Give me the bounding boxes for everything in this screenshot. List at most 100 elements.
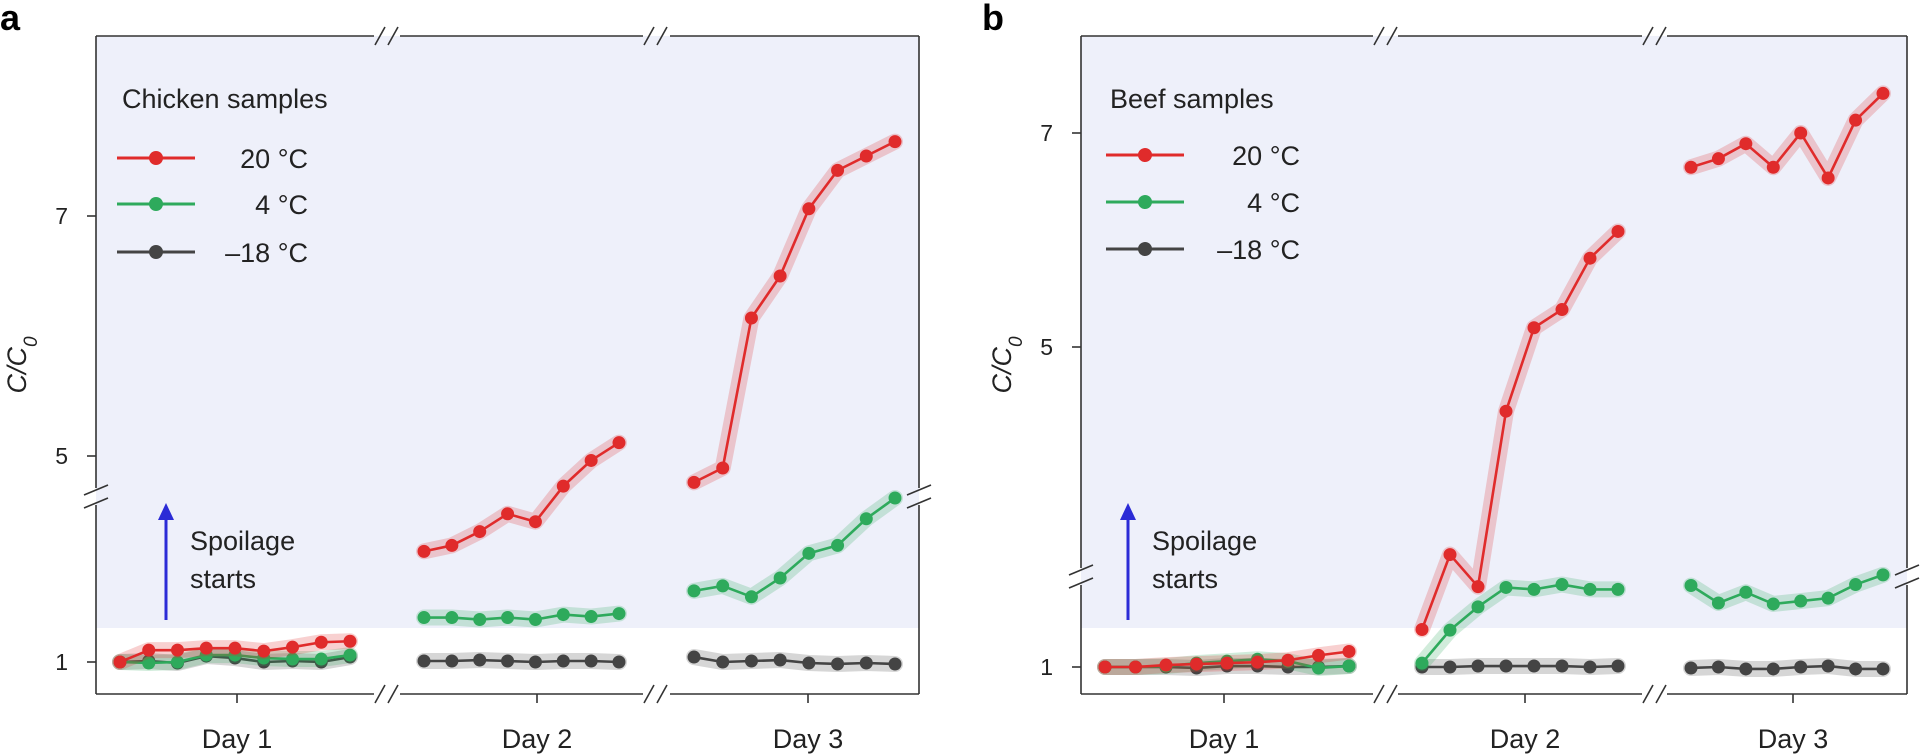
panel-b-legend-label-20c: 20 °C bbox=[1232, 141, 1300, 171]
panel-a-point-18C-day-2-2 bbox=[445, 654, 459, 668]
panel-a-point-20C-day-3-6 bbox=[831, 163, 845, 177]
panel-a-point-20C-day-1-9 bbox=[343, 634, 357, 648]
panel-a-break-bottom-2a bbox=[643, 684, 655, 704]
panel-a-y-ticks bbox=[87, 215, 96, 663]
panel-a-legend-marker-minus18c bbox=[149, 245, 163, 259]
panel-a-y-tick-label-5: 5 bbox=[55, 443, 68, 469]
panel-b-point-18C-day-2-5 bbox=[1527, 659, 1541, 673]
panel-a-legend-marker-4c bbox=[149, 197, 163, 211]
panel-a-point-20C-day-1-7 bbox=[286, 640, 299, 654]
panel-a-legend-marker-20c bbox=[149, 151, 163, 165]
panel-b-point-4C-day-2-6 bbox=[1555, 578, 1569, 592]
panel-a-point-4C-day-3-6 bbox=[831, 538, 845, 552]
panel-a-spoilage-text-line-2: starts bbox=[190, 564, 256, 594]
panel-b-legend-marker-minus18c bbox=[1138, 242, 1152, 256]
panel-a-point-18C-day-2-4 bbox=[501, 654, 515, 668]
panel-a-point-20C-day-1-3 bbox=[171, 643, 184, 657]
panel-b-break-top-2a bbox=[1642, 26, 1654, 46]
panel-b-point-4C-day-1-8 bbox=[1312, 661, 1325, 675]
panel-a-point-4C-day-2-7 bbox=[584, 610, 598, 624]
panel-b-legend-label-4c: 4 °C bbox=[1247, 188, 1300, 218]
panel-b-x-ticks bbox=[1223, 694, 1794, 703]
panel-b-break-bottom-1b bbox=[1386, 684, 1398, 704]
panel-a-letter: a bbox=[0, 0, 21, 38]
panel-b-point-20C-day-1-9 bbox=[1342, 644, 1356, 658]
panel-a-plot-area bbox=[112, 133, 903, 672]
panel-a-legend: Chicken samples 20 °C 4 °C –18 °C bbox=[117, 84, 328, 268]
panel-a-point-20C-day-1-4 bbox=[199, 641, 213, 655]
panel-b-legend-label-minus18c: –18 °C bbox=[1217, 235, 1300, 265]
panel-a-point-4C-day-1-2 bbox=[142, 656, 156, 670]
panel-a-break-top-2a bbox=[643, 26, 655, 46]
panel-b-x-label-day-2: Day 2 bbox=[1490, 724, 1561, 754]
panel-b-point-18C-day-2-7 bbox=[1583, 660, 1597, 674]
panel-b-legend: Beef samples 20 °C 4 °C –18 °C bbox=[1106, 84, 1300, 265]
panel-b-point-4C-day-3-5 bbox=[1794, 594, 1808, 608]
panel-b-point-4C-day-3-2 bbox=[1711, 596, 1725, 610]
panel-b-line-20C-day-2 bbox=[1420, 230, 1619, 630]
panel-a-point-4C-day-2-2 bbox=[445, 611, 459, 625]
panel-b-point-4C-day-3-7 bbox=[1849, 578, 1863, 592]
panel-a-point-18C-day-3-2 bbox=[716, 655, 730, 669]
panel-b-letter: b bbox=[982, 0, 1004, 38]
panel-a-point-18C-day-2-6 bbox=[556, 654, 570, 668]
panel-a-point-4C-day-3-1 bbox=[687, 584, 701, 598]
panel-a-point-4C-day-2-8 bbox=[612, 607, 626, 621]
panel-a-y-tick-label-7: 7 bbox=[55, 203, 68, 229]
panel-b-y-axis-label: C/C0 bbox=[987, 336, 1027, 394]
panel-a-point-4C-day-1-3 bbox=[171, 655, 184, 669]
panel-a-point-4C-day-3-2 bbox=[716, 579, 730, 593]
panel-a-break-bottom-2b bbox=[656, 684, 668, 704]
panel-b-plot-area bbox=[1097, 85, 1891, 677]
panel-a-break-top-1a bbox=[374, 26, 386, 46]
panel-b-legend-marker-20c bbox=[1138, 148, 1152, 162]
panel-b-point-4C-day-2-2 bbox=[1443, 623, 1457, 637]
panel-b-point-20C-day-1-5 bbox=[1220, 656, 1234, 670]
panel-b-break-top-1a bbox=[1373, 26, 1385, 46]
panel-a-y-tick-label-1: 1 bbox=[55, 649, 68, 675]
panel-a-point-18C-day-2-8 bbox=[612, 655, 626, 669]
panel-a-spoilage-arrow-head bbox=[158, 503, 174, 520]
panel-b-x-label-day-3: Day 3 bbox=[1758, 724, 1829, 754]
panel-a-x-label-day-2: Day 2 bbox=[502, 724, 573, 754]
panel-a-break-bottom-1b bbox=[387, 684, 399, 704]
panel-a-point-18C-day-2-1 bbox=[417, 654, 431, 668]
panel-a-spoilage-region bbox=[96, 36, 919, 694]
panel-a-point-18C-day-2-7 bbox=[584, 654, 598, 668]
panel-b-legend-title: Beef samples bbox=[1110, 84, 1274, 114]
panel-a-break-top-1b bbox=[387, 26, 399, 46]
panel-b-point-18C-day-2-2 bbox=[1443, 660, 1457, 674]
panel-a-point-20C-day-2-2 bbox=[445, 538, 459, 552]
panel-b-point-20C-day-3-1 bbox=[1684, 160, 1698, 174]
panel-b-spoilage-arrow-head bbox=[1120, 503, 1136, 520]
panel-a-point-20C-day-3-4 bbox=[773, 269, 787, 283]
panel-b-point-4C-day-2-3 bbox=[1471, 600, 1485, 614]
panel-a-x-ticks bbox=[236, 694, 809, 703]
panel-a-spoilage-annotation: Spoilage starts bbox=[158, 503, 295, 620]
panel-b-point-20C-day-1-4 bbox=[1190, 657, 1203, 671]
panel-b-series-20C bbox=[1097, 85, 1891, 675]
panel-b-legend-marker-4c bbox=[1138, 195, 1152, 209]
panel-a-point-4C-day-2-6 bbox=[556, 608, 570, 622]
panel-a-axis-breaks bbox=[83, 26, 932, 704]
panel-a-point-20C-day-1-6 bbox=[257, 644, 271, 658]
panel-b-point-20C-day-3-3 bbox=[1739, 137, 1753, 151]
panel-a-point-20C-day-2-4 bbox=[501, 507, 515, 521]
panel-a-point-4C-day-1-9 bbox=[343, 648, 357, 662]
panel-a-y-axis-label: C/C0 bbox=[2, 336, 42, 394]
panel-a-point-4C-day-3-8 bbox=[888, 491, 902, 505]
panel-a-legend-label-20c: 20 °C bbox=[240, 144, 308, 174]
panel-b-point-4C-day-3-3 bbox=[1739, 585, 1753, 599]
panel-b-point-20C-day-3-2 bbox=[1711, 152, 1725, 166]
panel-b-point-4C-day-2-4 bbox=[1499, 580, 1513, 594]
panel-b-y-tick-label-7: 7 bbox=[1040, 120, 1053, 146]
panel-a-point-18C-day-3-3 bbox=[744, 654, 758, 668]
panel-a-break-left-2 bbox=[83, 497, 109, 509]
panel-a-series-20C bbox=[112, 133, 903, 670]
panel-a-point-20C-day-2-1 bbox=[417, 544, 431, 558]
panel-a-point-20C-day-3-7 bbox=[859, 149, 873, 163]
panel-b-break-left-1 bbox=[1068, 564, 1094, 576]
panel-b-point-18C-day-3-7 bbox=[1849, 662, 1863, 676]
panel-b-x-label-day-1: Day 1 bbox=[1189, 724, 1260, 754]
